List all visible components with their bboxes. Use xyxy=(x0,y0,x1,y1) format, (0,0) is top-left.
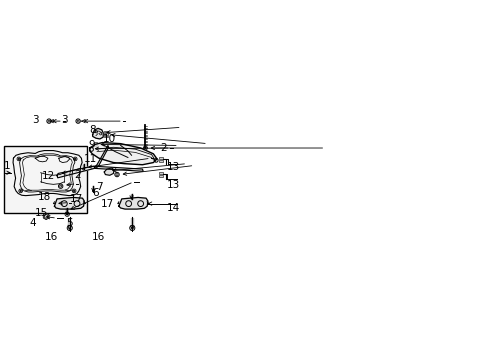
Text: 5: 5 xyxy=(66,217,73,228)
Text: 13: 13 xyxy=(166,162,180,172)
Text: 17: 17 xyxy=(69,194,83,204)
Polygon shape xyxy=(57,166,143,178)
Bar xyxy=(159,157,163,159)
Polygon shape xyxy=(104,168,114,175)
Bar xyxy=(159,160,163,162)
Polygon shape xyxy=(90,143,157,165)
Polygon shape xyxy=(94,145,108,168)
Bar xyxy=(4,146,87,213)
Text: 15: 15 xyxy=(34,208,48,218)
Polygon shape xyxy=(43,213,49,220)
Circle shape xyxy=(74,158,76,160)
Text: 16: 16 xyxy=(91,232,104,242)
Bar xyxy=(104,131,107,132)
Bar xyxy=(159,175,163,177)
Polygon shape xyxy=(119,197,147,209)
Polygon shape xyxy=(92,129,103,139)
Text: 18: 18 xyxy=(38,192,51,202)
Text: 1: 1 xyxy=(4,161,11,171)
Text: 14: 14 xyxy=(166,203,180,213)
Bar xyxy=(94,142,97,144)
Text: 11: 11 xyxy=(84,154,97,164)
Bar xyxy=(104,133,107,135)
Text: 7: 7 xyxy=(96,181,102,192)
Polygon shape xyxy=(54,197,84,209)
Text: 8: 8 xyxy=(89,125,96,135)
Text: 17: 17 xyxy=(101,199,114,208)
Text: 6: 6 xyxy=(92,188,99,198)
Text: 3: 3 xyxy=(32,116,39,125)
Text: 2: 2 xyxy=(160,143,166,153)
Text: 10: 10 xyxy=(102,134,115,144)
Circle shape xyxy=(20,190,21,192)
Text: 9: 9 xyxy=(88,140,95,150)
Text: 12: 12 xyxy=(41,171,55,181)
Text: 4: 4 xyxy=(29,217,36,228)
Text: 13: 13 xyxy=(166,180,180,190)
Circle shape xyxy=(144,147,146,149)
Circle shape xyxy=(73,190,75,192)
Circle shape xyxy=(18,158,20,160)
Bar xyxy=(94,145,97,146)
Circle shape xyxy=(66,213,68,215)
Text: 3: 3 xyxy=(61,116,68,125)
Bar xyxy=(159,172,163,174)
Text: 2: 2 xyxy=(74,170,81,180)
Bar xyxy=(104,136,107,138)
Text: 16: 16 xyxy=(45,232,58,242)
